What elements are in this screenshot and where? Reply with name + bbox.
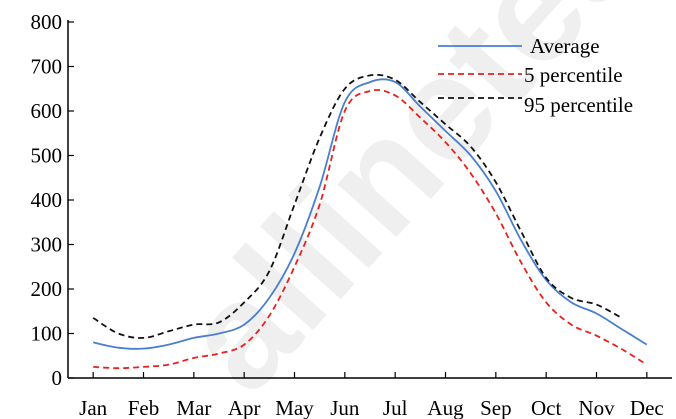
x-tick-label: Aug: [427, 396, 464, 419]
y-tick-label: 200: [31, 277, 63, 301]
data-point: [520, 230, 523, 233]
x-tick-label: Apr: [228, 396, 261, 419]
series-average: [93, 78, 648, 350]
series-95-percentile: [92, 73, 623, 339]
x-tick-label: May: [275, 396, 314, 419]
series-line: [93, 78, 648, 350]
x-tick-label: Mar: [176, 396, 211, 419]
y-tick-label: 100: [31, 322, 63, 346]
legend-label: Average: [530, 34, 600, 58]
series-line: [92, 73, 623, 339]
y-tick-label: 0: [52, 366, 63, 390]
legend: Average 5 percentile 95 percentile: [438, 34, 633, 117]
legend-label: 95 percentile: [524, 93, 633, 117]
y-tick-label: 600: [31, 99, 63, 123]
x-axis-ticks: Jan Feb Mar Apr May Jun Jul Aug Sep Oct Nov Dec: [79, 372, 664, 419]
x-tick-label: Feb: [128, 396, 160, 419]
series-layer: [92, 73, 648, 370]
data-point: [620, 316, 623, 319]
y-tick-label: 500: [31, 144, 63, 168]
data-point: [645, 363, 648, 366]
x-tick-label: Jan: [79, 396, 107, 419]
y-tick-label: 400: [31, 188, 63, 212]
x-tick-label: Sep: [480, 396, 512, 419]
y-tick-label: 300: [31, 233, 63, 257]
x-tick-label: Dec: [630, 396, 664, 419]
legend-label: 5 percentile: [524, 63, 623, 87]
x-tick-label: Jul: [383, 396, 408, 419]
y-tick-label: 700: [31, 55, 63, 79]
series-5-percentile: [93, 89, 648, 370]
data-point: [494, 212, 497, 215]
y-tick-label: 800: [31, 10, 63, 34]
x-tick-label: Jun: [330, 396, 360, 419]
x-tick-label: Oct: [531, 396, 561, 419]
x-tick-label: Nov: [578, 396, 615, 419]
axes: [67, 20, 672, 379]
series-line: [93, 89, 648, 370]
y-axis-ticks: 0 100 200 300 400 500 600 700 800: [31, 10, 74, 390]
